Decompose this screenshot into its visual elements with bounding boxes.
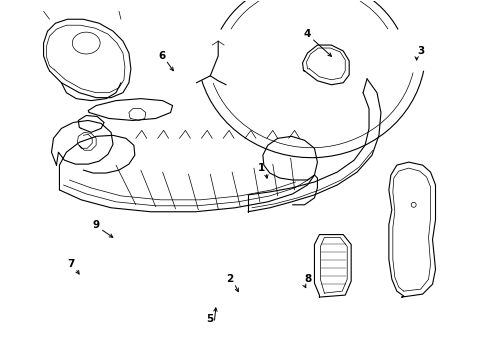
- Text: 5: 5: [206, 314, 213, 324]
- Text: 6: 6: [158, 51, 165, 61]
- Text: 4: 4: [303, 29, 310, 39]
- Text: 7: 7: [67, 259, 75, 269]
- Text: 9: 9: [92, 220, 100, 230]
- Text: 3: 3: [416, 46, 424, 56]
- Text: 8: 8: [303, 274, 310, 284]
- Text: 1: 1: [258, 163, 265, 173]
- Text: 2: 2: [226, 274, 233, 284]
